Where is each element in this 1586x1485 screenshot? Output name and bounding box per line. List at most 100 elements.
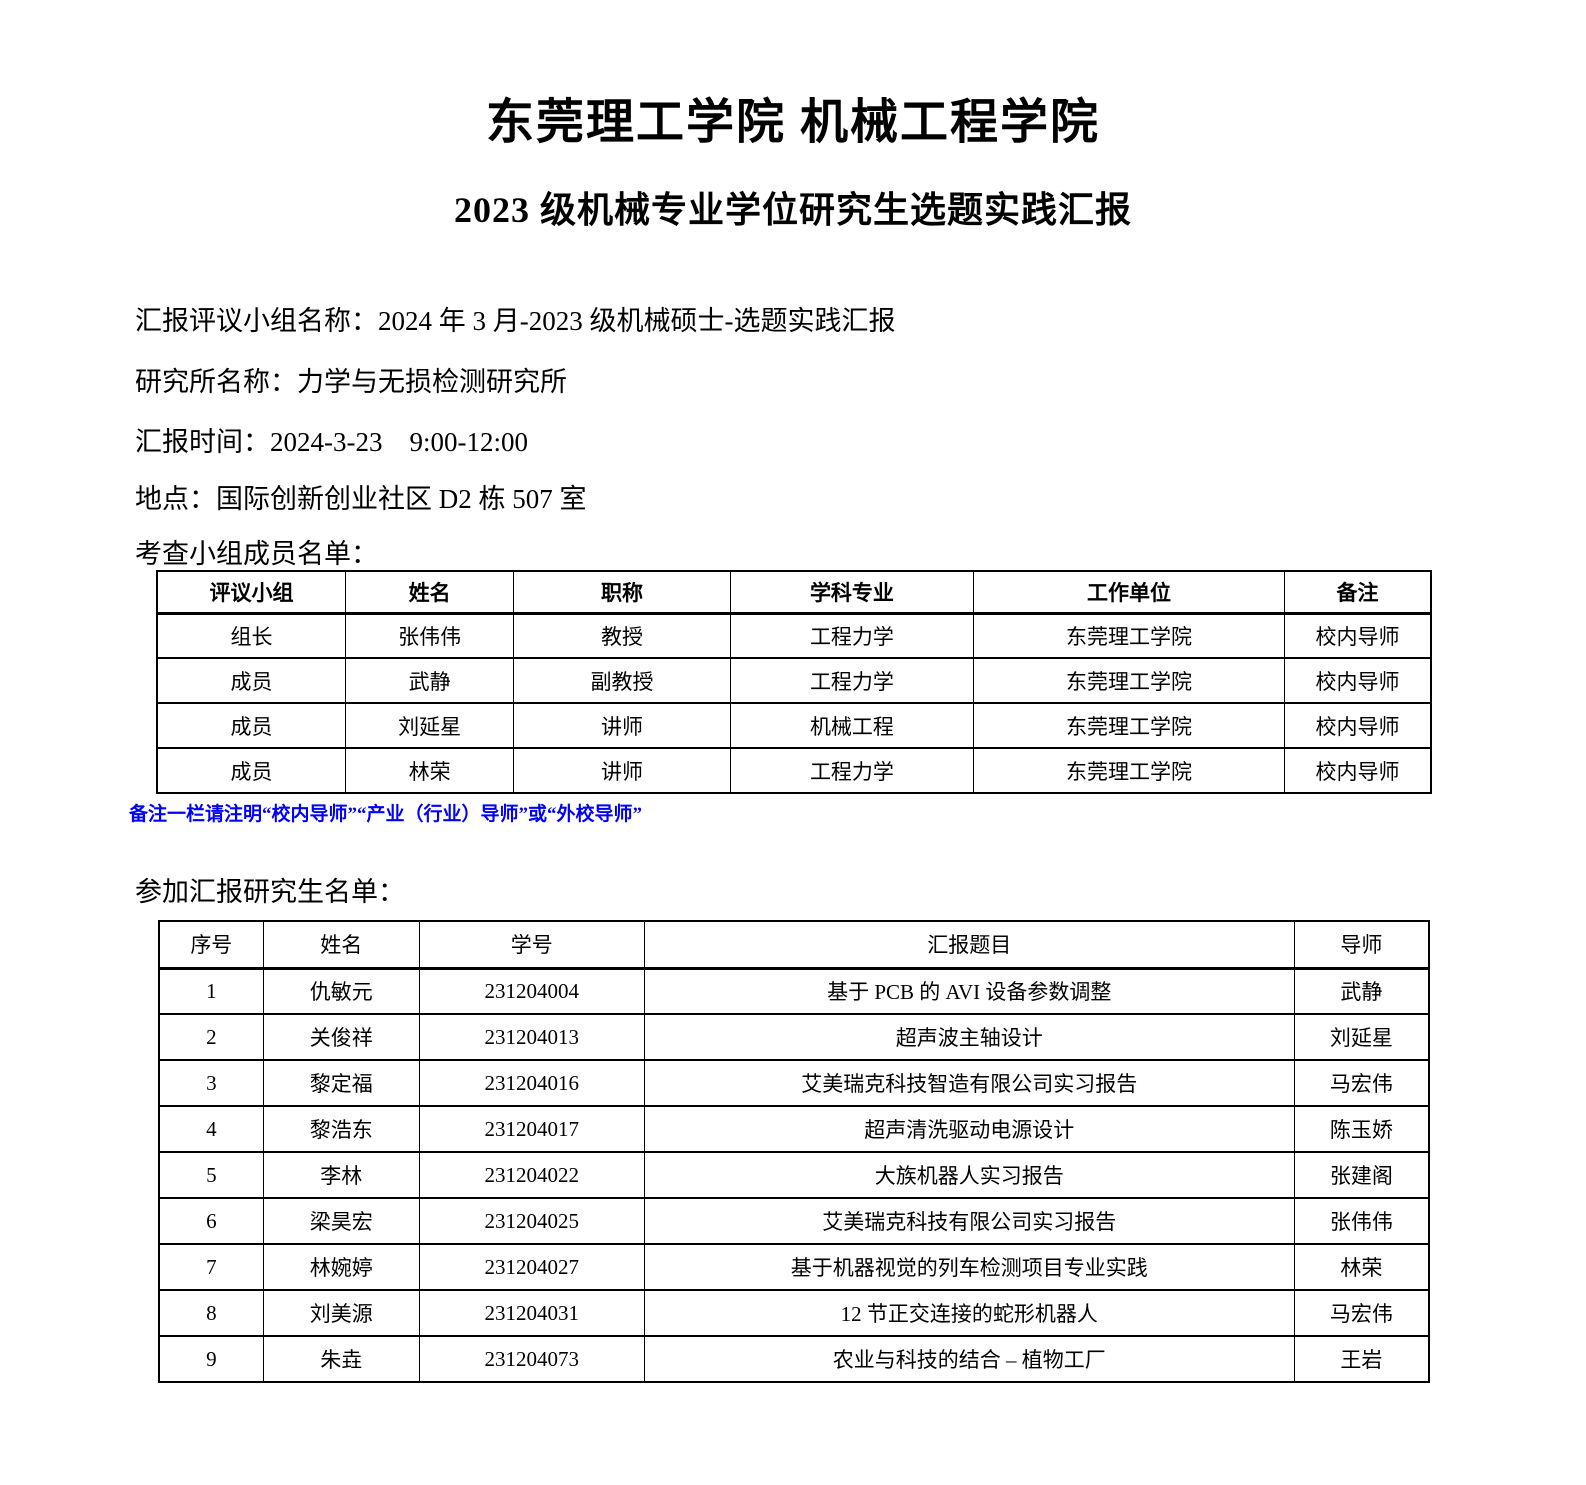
student-cell: 张伟伟 <box>1293 1197 1430 1245</box>
student-cell: 4 <box>158 1105 264 1153</box>
student-row: 2 关俊祥 231204013 超声波主轴设计 刘延星 <box>158 1013 1430 1061</box>
committee-cell: 东莞理工学院 <box>973 657 1285 704</box>
student-cell: 农业与科技的结合 – 植物工厂 <box>643 1335 1295 1383</box>
committee-header-cell: 工作单位 <box>973 570 1285 615</box>
info-location: 地点：国际创新创业社区 D2 栋 507 室 <box>135 484 587 514</box>
student-cell: 陈玉娇 <box>1293 1105 1430 1153</box>
student-cell: 林荣 <box>1293 1243 1430 1291</box>
student-cell: 2 <box>158 1013 264 1061</box>
student-row: 3 黎定福 231204016 艾美瑞克科技智造有限公司实习报告 马宏伟 <box>158 1059 1430 1107</box>
committee-cell: 东莞理工学院 <box>973 702 1285 749</box>
committee-cell: 讲师 <box>513 747 731 794</box>
student-cell: 艾美瑞克科技智造有限公司实习报告 <box>643 1059 1295 1107</box>
committee-cell: 校内导师 <box>1283 657 1432 704</box>
student-cell: 张建阁 <box>1293 1151 1430 1199</box>
committee-header-cell: 职称 <box>513 570 731 615</box>
committee-cell: 校内导师 <box>1283 702 1432 749</box>
students-header-cell: 学号 <box>418 920 645 970</box>
committee-cell: 讲师 <box>513 702 731 749</box>
committee-cell: 刘延星 <box>345 702 515 749</box>
student-cell: 8 <box>158 1289 264 1337</box>
committee-cell: 成员 <box>156 657 347 704</box>
student-cell: 231204031 <box>418 1289 645 1337</box>
student-row: 1 仇敏元 231204004 基于 PCB 的 AVI 设备参数调整 武静 <box>158 967 1430 1015</box>
students-header-cell: 姓名 <box>262 920 420 970</box>
student-cell: 5 <box>158 1151 264 1199</box>
student-cell: 黎浩东 <box>262 1105 420 1153</box>
student-cell: 马宏伟 <box>1293 1059 1430 1107</box>
committee-list-label: 考查小组成员名单： <box>135 539 378 569</box>
students-header-cell: 序号 <box>158 920 264 970</box>
student-cell: 武静 <box>1293 967 1430 1015</box>
student-cell: 关俊祥 <box>262 1013 420 1061</box>
committee-cell: 武静 <box>345 657 515 704</box>
committee-cell: 成员 <box>156 702 347 749</box>
student-cell: 6 <box>158 1197 264 1245</box>
committee-cell: 东莞理工学院 <box>973 747 1285 794</box>
committee-table: 评议小组 姓名 职称 学科专业 工作单位 备注 组长 张伟伟 教授 工程力学 东… <box>156 570 1432 794</box>
info-institute-name: 研究所名称：力学与无损检测研究所 <box>135 367 567 397</box>
student-cell: 1 <box>158 967 264 1015</box>
student-row: 9 朱垚 231204073 农业与科技的结合 – 植物工厂 王岩 <box>158 1335 1430 1383</box>
committee-row: 成员 刘延星 讲师 机械工程 东莞理工学院 校内导师 <box>156 702 1432 749</box>
students-header-cell: 导师 <box>1293 920 1430 970</box>
student-row: 4 黎浩东 231204017 超声清洗驱动电源设计 陈玉娇 <box>158 1105 1430 1153</box>
student-cell: 仇敏元 <box>262 967 420 1015</box>
committee-cell: 工程力学 <box>729 612 975 659</box>
student-cell: 李林 <box>262 1151 420 1199</box>
info-review-group-name: 汇报评议小组名称：2024 年 3 月-2023 级机械硕士-选题实践汇报 <box>135 306 896 336</box>
committee-cell: 工程力学 <box>729 747 975 794</box>
committee-cell: 张伟伟 <box>345 612 515 659</box>
student-cell: 艾美瑞克科技有限公司实习报告 <box>643 1197 1295 1245</box>
committee-cell: 组长 <box>156 612 347 659</box>
student-cell: 大族机器人实习报告 <box>643 1151 1295 1199</box>
committee-cell: 东莞理工学院 <box>973 612 1285 659</box>
page-title: 东莞理工学院 机械工程学院 <box>485 96 1100 149</box>
student-row: 8 刘美源 231204031 12 节正交连接的蛇形机器人 马宏伟 <box>158 1289 1430 1337</box>
student-cell: 12 节正交连接的蛇形机器人 <box>643 1289 1295 1337</box>
students-list-label: 参加汇报研究生名单： <box>135 877 405 907</box>
student-cell: 基于机器视觉的列车检测项目专业实践 <box>643 1243 1295 1291</box>
committee-header-cell: 备注 <box>1283 570 1432 615</box>
student-cell: 林婉婷 <box>262 1243 420 1291</box>
committee-header-row: 评议小组 姓名 职称 学科专业 工作单位 备注 <box>156 570 1432 615</box>
student-row: 5 李林 231204022 大族机器人实习报告 张建阁 <box>158 1151 1430 1199</box>
page-subtitle: 2023 级机械专业学位研究生选题实践汇报 <box>453 190 1132 230</box>
student-cell: 超声清洗驱动电源设计 <box>643 1105 1295 1153</box>
committee-row: 组长 张伟伟 教授 工程力学 东莞理工学院 校内导师 <box>156 612 1432 659</box>
student-cell: 黎定福 <box>262 1059 420 1107</box>
committee-header-cell: 学科专业 <box>729 570 975 615</box>
committee-cell: 机械工程 <box>729 702 975 749</box>
info-report-time: 汇报时间：2024-3-23 9:00-12:00 <box>135 427 528 457</box>
student-row: 6 梁昊宏 231204025 艾美瑞克科技有限公司实习报告 张伟伟 <box>158 1197 1430 1245</box>
students-header-cell: 汇报题目 <box>643 920 1295 970</box>
student-cell: 231204073 <box>418 1335 645 1383</box>
student-cell: 朱垚 <box>262 1335 420 1383</box>
committee-cell: 校内导师 <box>1283 747 1432 794</box>
committee-header-cell: 姓名 <box>345 570 515 615</box>
student-cell: 马宏伟 <box>1293 1289 1430 1337</box>
committee-row: 成员 林荣 讲师 工程力学 东莞理工学院 校内导师 <box>156 747 1432 794</box>
committee-cell: 副教授 <box>513 657 731 704</box>
committee-cell: 校内导师 <box>1283 612 1432 659</box>
student-row: 7 林婉婷 231204027 基于机器视觉的列车检测项目专业实践 林荣 <box>158 1243 1430 1291</box>
student-cell: 231204013 <box>418 1013 645 1061</box>
students-header-row: 序号 姓名 学号 汇报题目 导师 <box>158 920 1430 970</box>
student-cell: 9 <box>158 1335 264 1383</box>
committee-header-cell: 评议小组 <box>156 570 347 615</box>
committee-row: 成员 武静 副教授 工程力学 东莞理工学院 校内导师 <box>156 657 1432 704</box>
committee-cell: 工程力学 <box>729 657 975 704</box>
committee-cell: 成员 <box>156 747 347 794</box>
student-cell: 3 <box>158 1059 264 1107</box>
student-cell: 231204027 <box>418 1243 645 1291</box>
student-cell: 231204022 <box>418 1151 645 1199</box>
student-cell: 231204016 <box>418 1059 645 1107</box>
committee-cell: 林荣 <box>345 747 515 794</box>
student-cell: 231204017 <box>418 1105 645 1153</box>
student-cell: 刘延星 <box>1293 1013 1430 1061</box>
student-cell: 梁昊宏 <box>262 1197 420 1245</box>
student-cell: 231204025 <box>418 1197 645 1245</box>
student-cell: 刘美源 <box>262 1289 420 1337</box>
student-cell: 超声波主轴设计 <box>643 1013 1295 1061</box>
